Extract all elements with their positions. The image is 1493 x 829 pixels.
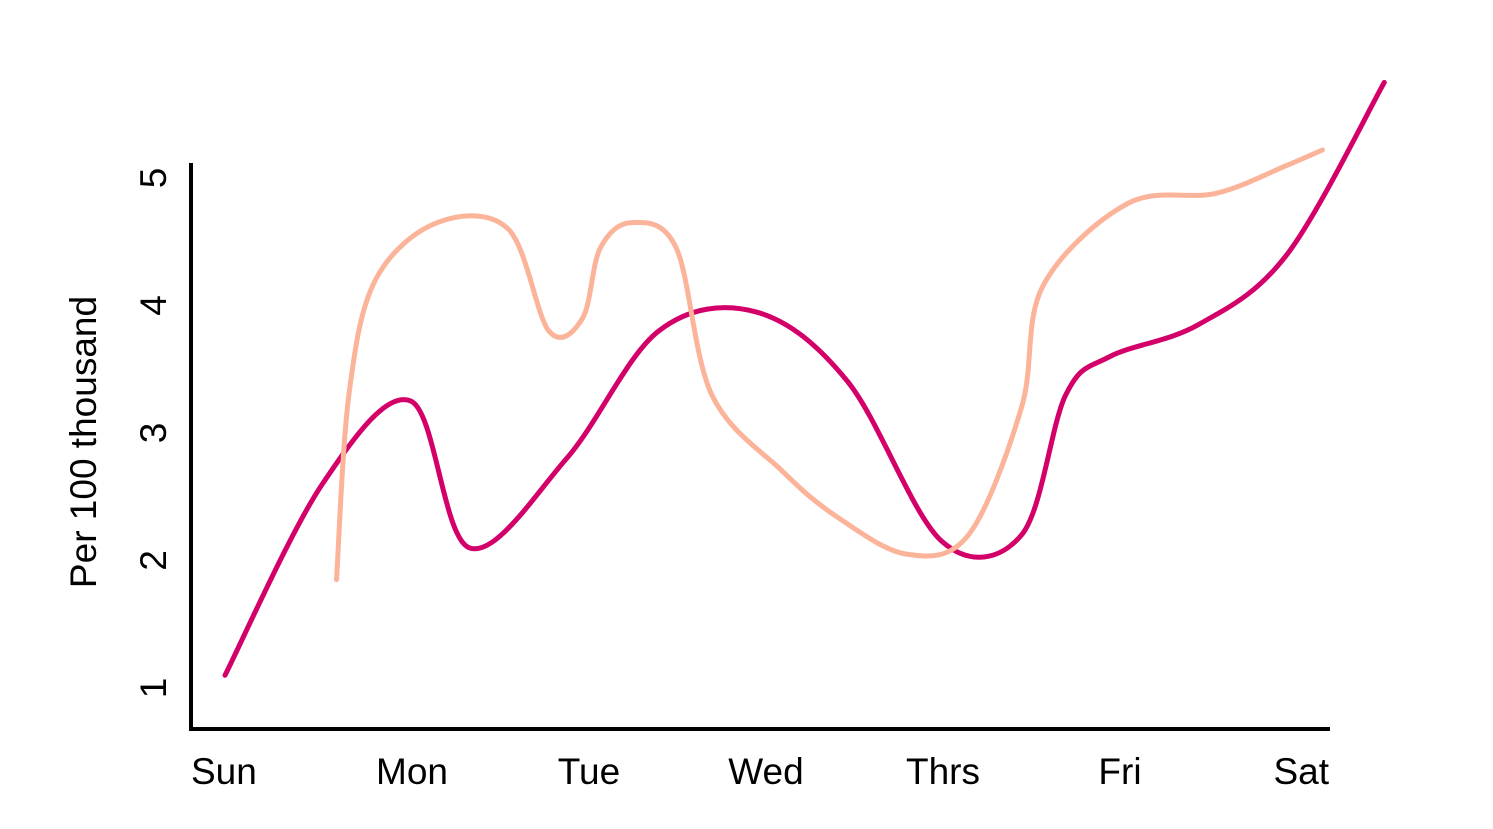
- x-tick-label-sat: Sat: [1273, 751, 1329, 792]
- x-tick-label-tue: Tue: [558, 751, 620, 792]
- y-axis-title: Per 100 thousand: [63, 296, 104, 588]
- y-tick-label-4: 4: [133, 295, 174, 316]
- y-tick-label-3: 3: [133, 423, 174, 444]
- x-tick-label-mon: Mon: [376, 751, 448, 792]
- series-layer: [222, 79, 1387, 678]
- y-tick-label-2: 2: [133, 550, 174, 571]
- y-tick-label-5: 5: [133, 168, 174, 189]
- series-line-1: [222, 79, 1387, 678]
- series-line-2: [334, 147, 1325, 583]
- x-tick-labels: Sun Mon Tue Wed Thrs Fri Sat: [191, 751, 1330, 792]
- x-tick-label-thrs: Thrs: [906, 751, 980, 792]
- x-tick-label-sun: Sun: [191, 751, 257, 792]
- x-tick-label-wed: Wed: [728, 751, 803, 792]
- y-tick-labels: 1 2 3 4 5: [133, 168, 174, 699]
- y-tick-label-1: 1: [133, 678, 174, 699]
- x-tick-label-fri: Fri: [1098, 751, 1141, 792]
